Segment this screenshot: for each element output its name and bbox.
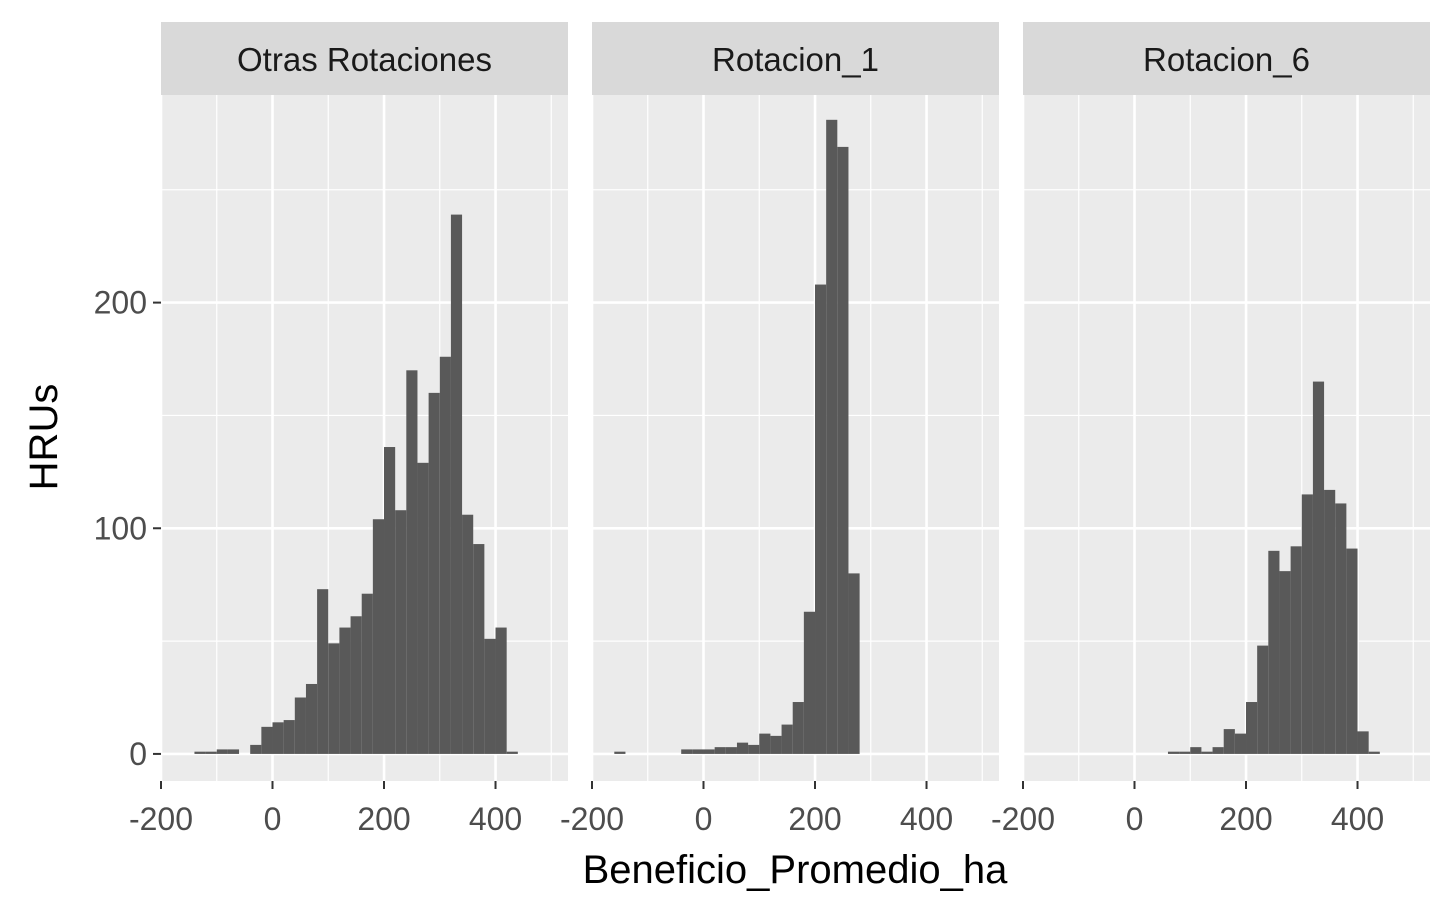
histogram-bar — [294, 697, 306, 754]
histogram-bar — [1167, 751, 1180, 754]
histogram-bar — [384, 447, 396, 754]
histogram-bar — [815, 284, 827, 754]
panel-background — [592, 95, 999, 781]
histogram-bar — [1223, 729, 1235, 754]
histogram-bar — [1268, 550, 1280, 754]
facet-strip — [161, 22, 568, 95]
histogram-bar — [1312, 381, 1325, 754]
histogram-bar — [339, 627, 351, 754]
x-tick-label: 200 — [357, 801, 410, 837]
facet-strip-label: Rotacion_1 — [712, 41, 879, 78]
x-tick-label: 0 — [1126, 801, 1144, 837]
y-tick-label: 0 — [129, 736, 147, 772]
histogram-bar — [759, 733, 771, 754]
facet-panels: Otras Rotaciones -200 0 200 400 Rotacion_1 -20… — [129, 22, 1430, 837]
x-tick-label: 0 — [264, 801, 282, 837]
histogram-bar — [1301, 494, 1313, 754]
x-tick-label: -200 — [129, 801, 193, 837]
y-tick-label: 200 — [94, 285, 147, 321]
histogram-bar — [692, 749, 704, 754]
histogram-bar — [1190, 747, 1202, 754]
histogram-bar — [216, 749, 228, 754]
histogram-bar — [736, 742, 749, 754]
x-tick-label: 400 — [900, 801, 953, 837]
histogram-bar — [703, 749, 715, 754]
histogram-bar — [372, 519, 385, 754]
histogram-bar — [1368, 751, 1380, 754]
histogram-bar — [317, 589, 329, 754]
histogram-bar — [1357, 731, 1369, 754]
histogram-bar — [748, 744, 760, 754]
histogram-bar — [1290, 546, 1302, 754]
histogram-bar — [803, 611, 816, 754]
histogram-bar — [1335, 503, 1347, 754]
histogram-bar — [305, 683, 318, 754]
histogram-bar — [837, 146, 849, 754]
histogram-bar — [495, 627, 507, 754]
histogram-bar — [462, 514, 474, 754]
histogram-bar — [328, 643, 340, 754]
histogram-bar — [1324, 489, 1336, 754]
x-tick-label: 200 — [788, 801, 841, 837]
x-tick-label: 200 — [1219, 801, 1272, 837]
histogram-bar — [261, 726, 273, 754]
facet-strip — [592, 22, 999, 95]
histogram-bar — [826, 119, 838, 754]
histogram-bar — [1257, 645, 1269, 754]
histogram-bar — [227, 749, 240, 754]
facet-panel: Rotacion_1 -200 0 200 400 — [560, 22, 999, 837]
histogram-bar — [484, 638, 496, 754]
y-axis: 0 100 200 — [94, 285, 161, 772]
facet-panel: Rotacion_6 -200 0 200 400 — [991, 22, 1430, 837]
histogram-bar — [439, 356, 451, 754]
x-tick-label: 0 — [695, 801, 713, 837]
x-tick-label: -200 — [560, 801, 624, 837]
histogram-bar — [714, 747, 726, 754]
histogram-bar — [428, 392, 440, 754]
facet-strip-label: Otras Rotaciones — [237, 41, 492, 78]
histogram-bar — [350, 616, 362, 754]
histogram-bar — [361, 593, 373, 754]
histogram-bar — [1179, 751, 1191, 754]
panel-background — [1023, 95, 1430, 781]
histogram-bar — [848, 573, 860, 754]
x-tick-label: -200 — [991, 801, 1055, 837]
histogram-bar — [614, 751, 626, 754]
histogram-bar — [250, 744, 262, 754]
y-axis-title: HRUs — [22, 384, 66, 491]
histogram-bar — [417, 462, 429, 754]
histogram-bar — [506, 751, 518, 754]
histogram-bar — [1234, 733, 1247, 754]
x-axis-title: Beneficio_Promedio_ha — [583, 848, 1008, 892]
histogram-bar — [1212, 747, 1224, 754]
histogram-bar — [406, 370, 418, 754]
x-tick-label: 400 — [469, 801, 522, 837]
facet-strip — [1023, 22, 1430, 95]
x-tick-label: 400 — [1331, 801, 1384, 837]
histogram-bar — [272, 722, 284, 754]
histogram-bar — [781, 724, 793, 754]
histogram-bar — [194, 751, 206, 754]
histogram-bar — [770, 735, 782, 754]
histogram-bar — [450, 214, 463, 754]
histogram-bar — [792, 702, 804, 754]
histogram-bar — [395, 510, 407, 754]
histogram-bar — [205, 751, 217, 754]
facet-strip-label: Rotacion_6 — [1143, 41, 1310, 78]
histogram-bar — [1246, 702, 1258, 754]
histogram-bar — [283, 720, 295, 754]
histogram-bar — [473, 544, 485, 754]
histogram-bar — [1201, 751, 1213, 754]
y-tick-label: 100 — [94, 510, 147, 546]
histogram-bar — [725, 747, 737, 754]
facet-panel: Otras Rotaciones -200 0 200 400 — [129, 22, 568, 837]
histogram-bar — [1346, 548, 1358, 754]
histogram-bar — [1279, 571, 1291, 754]
histogram-bar — [681, 749, 693, 754]
